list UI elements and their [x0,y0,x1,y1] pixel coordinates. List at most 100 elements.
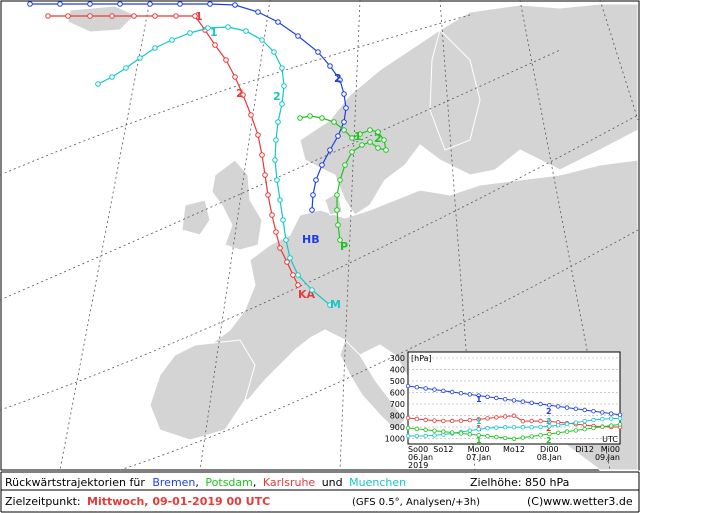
inset-point-karlsruhe [476,417,481,422]
trajectory-point-muenchen [283,237,289,243]
trajectory-point-karlsruhe [223,57,229,63]
inset-point-bremen [502,397,508,402]
trajectory-point-potsdam [359,142,365,148]
trajectory-point-karlsruhe [152,13,158,19]
inset-point-bremen [511,398,517,403]
inset-point-bremen [591,409,596,414]
inset-point-potsdam [591,425,596,431]
trajectory-point-bremen [319,162,325,168]
trajectory-point-karlsruhe [232,74,238,80]
trajectory-point-potsdam [297,115,303,121]
day-marker-muenchen: 2 [273,90,281,103]
trajectory-point-bremen [177,1,183,7]
trajectory-point-muenchen [279,101,285,107]
inset-point-karlsruhe [494,415,499,420]
trajectory-point-muenchen [137,55,143,61]
svg-text:Rückwärtstrajektorien für: Rückwärtstrajektorien für Bremen, Potsda… [5,476,406,489]
target-time: Mittwoch, 09-01-2019 00 UTC [87,495,270,508]
trajectory-point-muenchen [123,65,129,71]
inset-day-marker: 1 [476,436,482,445]
inset-point-bremen [555,404,561,409]
trajectory-point-muenchen [309,287,315,293]
inset-point-bremen [414,385,420,390]
start-label-muenchen: M [330,298,341,311]
inset-day-marker: 2 [546,407,552,416]
inset-point-bremen [423,386,428,391]
pressure-inset: 300 400 500 600 700 800 900 1000 [hPa] So0006.Jan… [385,351,623,470]
trajectory-point-muenchen [259,37,265,43]
trajectory-point-karlsruhe [290,272,296,278]
inset-point-muenchen [511,424,517,430]
inset-point-muenchen [582,418,587,424]
footer: Rückwärtstrajektorien für Bremen, Potsda… [0,471,640,513]
inset-point-potsdam [467,432,473,437]
inset-point-bremen [449,389,455,395]
inset-point-muenchen [600,416,605,422]
inset-point-potsdam [573,428,579,433]
inset-point-bremen [458,391,464,396]
inset-point-muenchen [414,433,420,439]
trajectory-point-karlsruhe [109,13,115,19]
inset-point-muenchen [405,433,411,439]
trajectory-point-potsdam [319,115,325,121]
trajectory-point-muenchen [187,30,193,36]
inset-point-bremen [582,407,587,413]
inset-point-bremen [485,394,490,399]
inset-point-potsdam [476,433,481,438]
trajectory-point-karlsruhe [212,42,218,48]
city-bremen: Bremen [152,476,195,489]
trajectory-point-karlsruhe [269,212,275,218]
inset-point-potsdam [582,427,587,432]
inset-point-potsdam [600,424,605,429]
day-marker-karlsruhe: 1 [195,10,203,23]
inset-utc: UTC [602,435,618,444]
inset-y-tick: 1000 [385,435,405,444]
trajectory-point-potsdam [334,192,340,198]
inset-point-potsdam [423,427,428,432]
trajectory-point-potsdam [349,149,355,155]
trajectory-point-potsdam [367,127,373,133]
inset-point-potsdam [520,435,526,440]
trajectory-point-muenchen [327,302,333,308]
inset-x-tick: Mo12 [503,445,525,454]
trajectory-map-figure: 2 HB 1 2 KA 1 2 M 1 2 P 300 400 500 600 700 800 900 1000[… [0,0,640,513]
zielzeitpunkt-label: Zielzeitpunkt: [5,495,81,508]
inset-point-muenchen [591,417,596,423]
trajectory-line-muenchen [97,26,331,306]
inset-point-karlsruhe [405,415,411,421]
trajectory-point-muenchen [274,177,280,183]
inset-point-karlsruhe [529,418,534,424]
trajectory-point-bremen [255,9,261,15]
inset-point-muenchen [608,416,614,421]
inset-trajectories: 12121212 [405,383,623,445]
inset-point-karlsruhe [502,414,508,419]
inset-point-bremen [617,412,623,417]
trajectory-point-muenchen [295,272,301,278]
inset-point-bremen [529,400,534,405]
trajectory-point-karlsruhe [248,112,254,118]
inset-point-bremen [538,401,543,407]
inset-point-muenchen [547,424,552,429]
inset-point-potsdam [485,433,490,439]
inset-series-bremen: 12 [405,383,623,417]
inset-point-muenchen [529,424,534,430]
inset-x-date: 07.Jan [466,453,491,462]
trajectory-point-bremen [232,2,238,8]
inset-point-potsdam [529,434,534,439]
inset-day-marker: 2 [546,417,552,426]
trajectory-point-bremen [315,49,321,55]
inset-x-tick: So00 [408,445,428,454]
inset-point-karlsruhe [441,418,446,424]
inset-year: 2019 [408,461,428,470]
inset-point-karlsruhe [414,416,420,422]
trajectory-point-potsdam [342,162,348,168]
trajectory-point-bremen [327,147,333,153]
inset-point-potsdam [617,422,623,427]
inset-point-karlsruhe [467,417,473,423]
inset-point-potsdam [494,434,499,440]
inset-point-karlsruhe [449,418,455,424]
inset-point-karlsruhe [458,418,464,423]
inset-point-bremen [520,399,526,404]
trajectory-point-karlsruhe [295,282,301,288]
